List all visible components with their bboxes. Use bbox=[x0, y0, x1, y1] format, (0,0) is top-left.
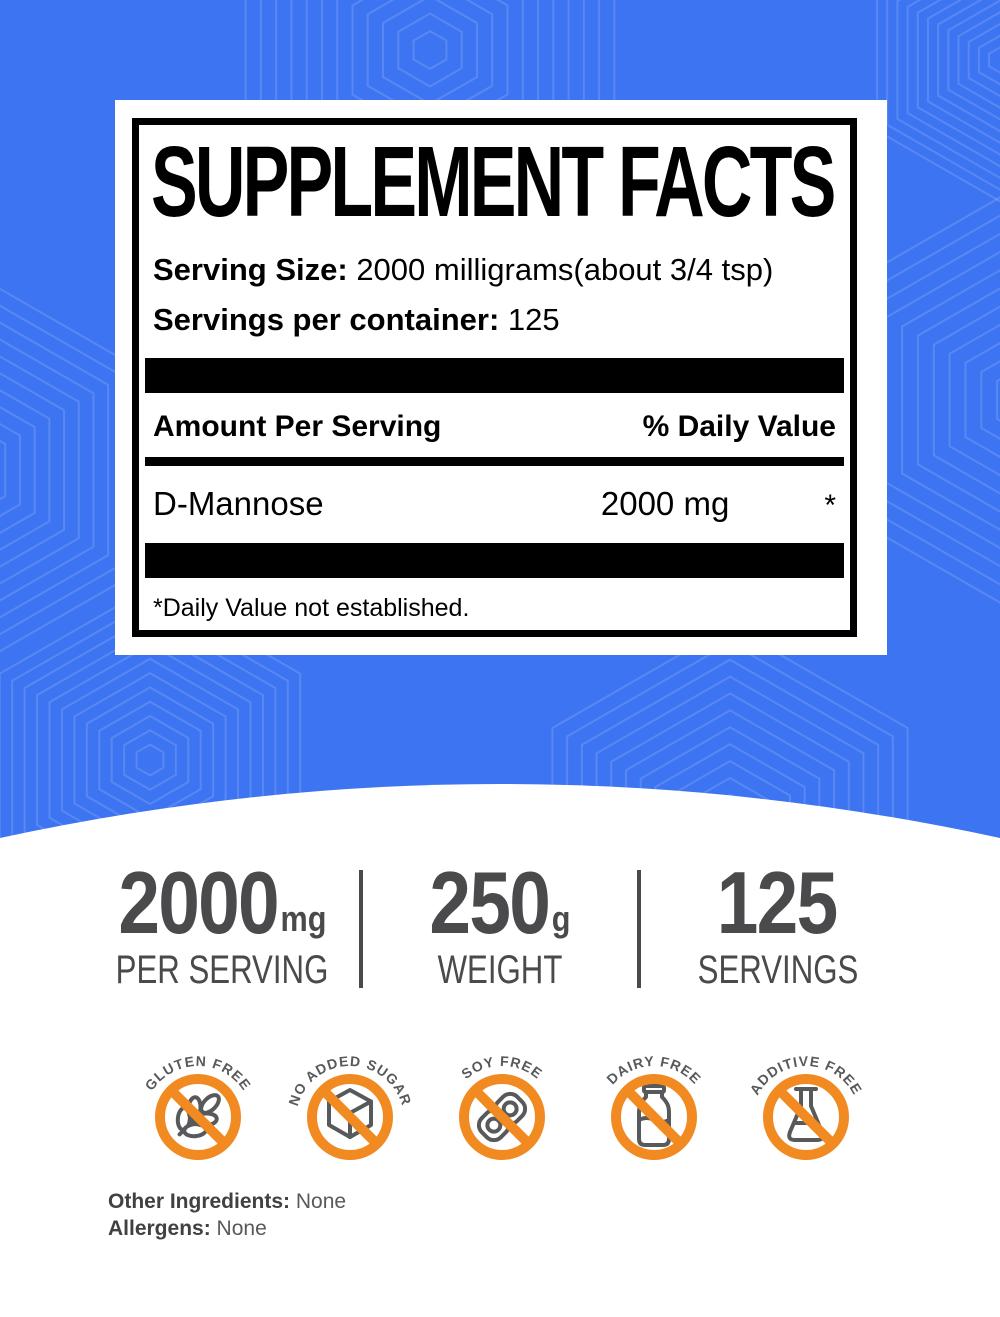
free-from-badges: GLUTEN FREE NO ADDED SUGAR bbox=[122, 1020, 882, 1172]
separator-bar-thick-top bbox=[145, 358, 844, 393]
amount-per-serving-header: Amount Per Serving bbox=[153, 410, 442, 443]
ingredient-daily-value: * bbox=[824, 489, 836, 522]
prohibition-sign bbox=[763, 1074, 849, 1160]
additive-free-badge: ADDITIVE FREE bbox=[746, 1053, 865, 1160]
daily-value-footnote: *Daily Value not established. bbox=[153, 594, 470, 622]
prohibition-sign bbox=[307, 1074, 393, 1160]
table-header-row: Amount Per Serving % Daily Value bbox=[153, 410, 836, 444]
stat-weight: 250 g WEIGHT bbox=[363, 853, 637, 993]
badge-arc-label: GLUTEN FREE bbox=[141, 1053, 254, 1094]
stat-per-serving-value: 2000 bbox=[117, 853, 279, 952]
stat-weight-number: 250 g bbox=[429, 853, 571, 952]
curve-divider bbox=[0, 784, 1000, 848]
stats-strip: 2000 mg PER SERVING 250 g WEIGHT 125 SER… bbox=[85, 853, 915, 993]
separator-bar-thin bbox=[145, 457, 844, 466]
supplement-facts-box: SUPPLEMENT FACTS Serving Size: 2000 mill… bbox=[115, 100, 887, 655]
servings-per-container-value: 125 bbox=[507, 302, 560, 337]
stat-servings: 125 SERVINGS bbox=[641, 853, 915, 993]
daily-value-header: % Daily Value bbox=[642, 410, 836, 443]
stat-per-serving-number: 2000 mg bbox=[117, 853, 327, 952]
allergens-label: Allergens: bbox=[108, 1217, 211, 1240]
stat-servings-value: 125 bbox=[716, 853, 838, 952]
prohibition-sign bbox=[155, 1074, 241, 1160]
servings-per-container-line: Servings per container: 125 bbox=[153, 302, 850, 338]
other-ingredients-label: Other Ingredients: bbox=[108, 1190, 291, 1213]
stat-divider bbox=[637, 870, 641, 989]
serving-size-label: Serving Size: bbox=[153, 252, 348, 287]
stat-divider bbox=[359, 870, 363, 989]
stat-per-serving-unit: mg bbox=[280, 898, 327, 940]
supplement-facts-title: SUPPLEMENT FACTS bbox=[151, 126, 836, 238]
other-ingredients-value: None bbox=[295, 1190, 347, 1213]
ingredient-name: D-Mannose bbox=[153, 485, 324, 522]
stat-weight-value: 250 bbox=[429, 853, 551, 952]
dairy-free-badge: DAIRY FREE bbox=[603, 1053, 704, 1160]
serving-size-value: 2000 milligrams(about 3/4 tsp) bbox=[356, 252, 774, 287]
stat-per-serving-label: PER SERVING bbox=[115, 948, 329, 993]
stat-servings-label: SERVINGS bbox=[697, 948, 859, 993]
prohibition-sign bbox=[611, 1074, 697, 1160]
ingredient-row: D-Mannose 2000 mg * bbox=[153, 485, 836, 523]
stat-per-serving: 2000 mg PER SERVING bbox=[85, 853, 359, 993]
separator-bar-thick-bottom bbox=[145, 543, 844, 578]
ingredient-amount: 2000 mg bbox=[600, 485, 730, 522]
soy-free-badge: SOY FREE bbox=[458, 1053, 545, 1160]
stat-weight-unit: g bbox=[551, 898, 571, 940]
no-added-sugar-badge: NO ADDED SUGAR bbox=[285, 1053, 414, 1160]
prohibition-sign bbox=[459, 1074, 545, 1160]
allergens-value: None bbox=[216, 1217, 267, 1240]
stat-servings-number: 125 bbox=[716, 853, 839, 952]
stat-weight-label: WEIGHT bbox=[437, 948, 563, 993]
allergens-line: Allergens: None bbox=[108, 1215, 346, 1242]
footer-info: Other Ingredients: None Allergens: None bbox=[108, 1188, 346, 1242]
supplement-facts-border: SUPPLEMENT FACTS Serving Size: 2000 mill… bbox=[132, 118, 857, 637]
serving-size-line: Serving Size: 2000 milligrams(about 3/4 … bbox=[153, 252, 850, 288]
servings-per-container-label: Servings per container: bbox=[153, 302, 500, 337]
other-ingredients-line: Other Ingredients: None bbox=[108, 1188, 346, 1215]
gluten-free-badge: GLUTEN FREE bbox=[141, 1053, 254, 1160]
